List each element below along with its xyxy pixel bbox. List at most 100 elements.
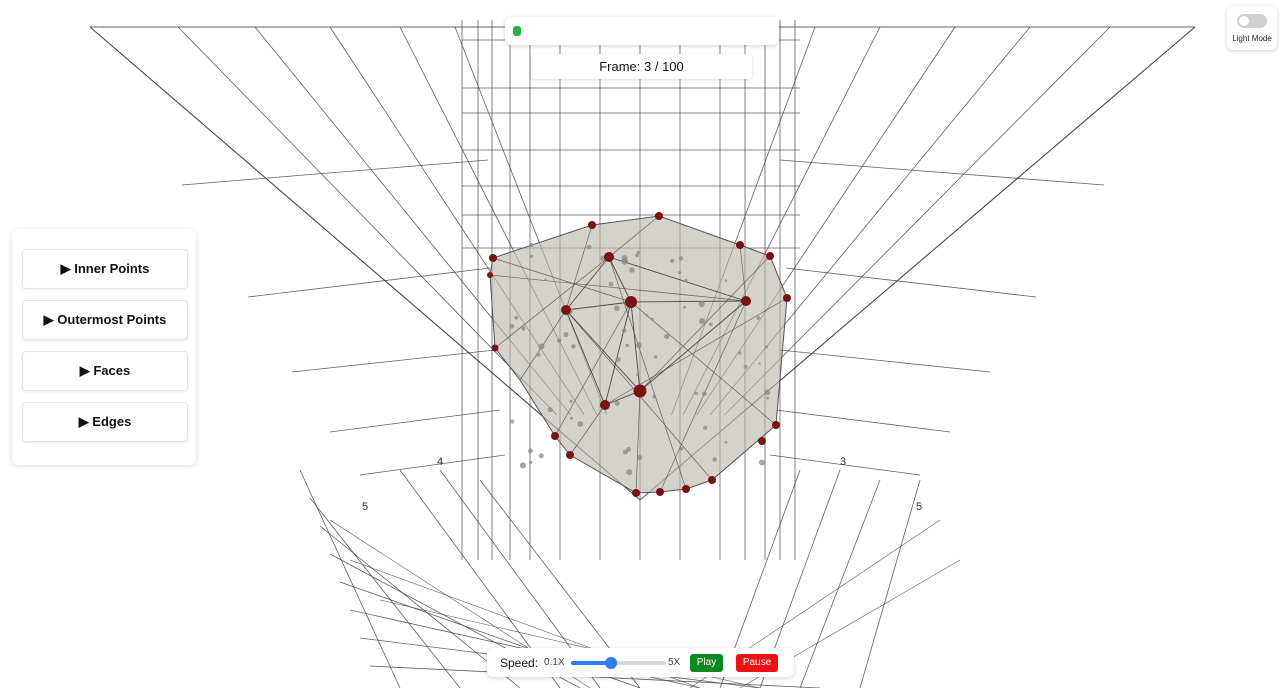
hull-edge xyxy=(565,309,641,392)
inner-point xyxy=(608,281,614,287)
inner-point xyxy=(764,389,771,396)
inner-point xyxy=(519,462,527,469)
grid-line xyxy=(779,349,991,373)
outer-point xyxy=(758,437,766,445)
hull-surface xyxy=(489,215,788,494)
hull-edge xyxy=(565,224,593,311)
inner-point xyxy=(571,344,576,349)
inner-point xyxy=(703,425,708,430)
outer-point xyxy=(489,254,497,262)
outer-point xyxy=(600,400,610,410)
hull-edge xyxy=(494,256,610,349)
inner-point xyxy=(514,315,519,320)
inner-point xyxy=(538,453,544,459)
hull-edge xyxy=(565,256,610,311)
inner-point xyxy=(615,356,621,362)
inner-point xyxy=(764,345,768,349)
inner-point xyxy=(650,317,654,321)
inner-point xyxy=(702,391,707,397)
outer-point xyxy=(656,488,664,496)
light-mode-toggle[interactable]: Light Mode xyxy=(1227,6,1277,50)
inner-point xyxy=(538,343,545,350)
pause-button[interactable]: Pause xyxy=(736,654,778,672)
grid-line xyxy=(799,479,881,688)
outer-point xyxy=(633,384,647,398)
grid-line xyxy=(181,159,489,186)
grid-line xyxy=(779,159,1105,186)
axis-tick: 4 xyxy=(437,456,443,468)
inner-point xyxy=(758,362,761,365)
speed-label: Speed: xyxy=(500,656,539,670)
hull-edge xyxy=(489,274,747,302)
inner-point xyxy=(758,459,765,466)
controls-panel: ▶ Inner Points ▶ Outermost Points ▶ Face… xyxy=(12,229,196,465)
speed-slider[interactable] xyxy=(571,657,666,669)
hull-edge xyxy=(554,301,632,437)
hull-edge xyxy=(569,404,606,456)
grid-line xyxy=(739,26,1196,416)
grid-line xyxy=(309,497,461,688)
toggle-switch[interactable] xyxy=(1237,14,1267,28)
grid-line xyxy=(247,267,491,298)
playback-controls: Speed: 0.1X 5X Play Pause xyxy=(487,648,794,677)
grid-line xyxy=(329,409,501,433)
inner-point xyxy=(629,267,635,273)
inner-point xyxy=(563,331,569,338)
hull-edge xyxy=(639,300,747,392)
inner-point xyxy=(529,254,534,258)
inner-point xyxy=(654,355,658,359)
inner-point xyxy=(626,469,633,476)
inner-point xyxy=(569,399,573,403)
inner-point xyxy=(694,391,699,396)
outer-point xyxy=(736,241,744,249)
slider-fill xyxy=(571,661,611,665)
inner-point xyxy=(637,454,643,461)
inner-point xyxy=(529,242,534,248)
hull-edge xyxy=(608,215,660,258)
outer-point xyxy=(561,305,571,315)
grid-line xyxy=(359,454,506,476)
outermost-points-toggle[interactable]: ▶ Outermost Points xyxy=(22,300,188,340)
faces-toggle[interactable]: ▶ Faces xyxy=(22,351,188,391)
hull-edge xyxy=(608,256,632,303)
outer-point xyxy=(708,476,716,484)
inner-point xyxy=(570,416,573,420)
inner-point xyxy=(646,314,649,317)
inner-point xyxy=(636,342,642,349)
inner-point xyxy=(756,315,761,321)
edges-toggle[interactable]: ▶ Edges xyxy=(22,402,188,442)
outer-point xyxy=(741,296,751,306)
inner-point xyxy=(621,255,628,262)
grid-line xyxy=(859,479,921,688)
inner-point xyxy=(528,448,533,454)
frame-progress-bar[interactable] xyxy=(505,17,779,45)
slider-thumb[interactable] xyxy=(604,657,617,669)
frame-counter: Frame: 3 / 100 xyxy=(531,54,752,79)
grid-line xyxy=(724,26,1111,416)
hull-edge xyxy=(739,244,747,302)
inner-point xyxy=(699,318,706,325)
inner-point xyxy=(670,258,675,263)
inner-point xyxy=(635,253,639,258)
toggle-knob xyxy=(1239,16,1249,26)
grid-line xyxy=(319,525,521,688)
inner-point xyxy=(622,328,627,333)
hull-edge xyxy=(492,257,632,303)
outer-point xyxy=(766,252,774,260)
hull-edge xyxy=(608,256,747,302)
inner-point xyxy=(698,300,705,308)
axis-ticks: 5 4 3 5 xyxy=(362,456,922,513)
axis-tick: 5 xyxy=(362,501,368,513)
inner-points-toggle[interactable]: ▶ Inner Points xyxy=(22,249,188,289)
inner-point xyxy=(547,407,553,413)
inner-point xyxy=(614,400,620,406)
inner-point xyxy=(636,373,639,376)
outer-point xyxy=(551,432,559,440)
inner-point xyxy=(680,447,684,451)
play-button[interactable]: Play xyxy=(690,654,723,672)
inner-point xyxy=(709,322,713,327)
inner-point xyxy=(766,396,769,400)
inner-point xyxy=(724,279,728,282)
progress-track[interactable] xyxy=(513,26,771,36)
